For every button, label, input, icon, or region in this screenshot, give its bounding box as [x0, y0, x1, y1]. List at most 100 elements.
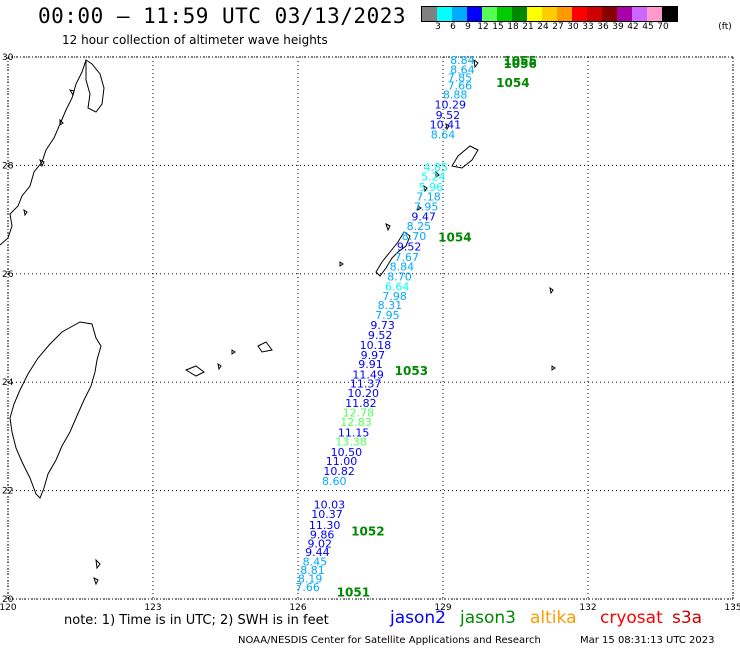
legend-swatch: [587, 7, 602, 21]
time-label: 1052: [351, 525, 384, 539]
legend-swatch: [602, 7, 617, 21]
note-text: note: 1) Time is in UTC; 2) SWH is in fe…: [64, 613, 329, 628]
swh-value: 11.00: [326, 455, 358, 468]
satellite-label-s3a: s3a: [672, 608, 703, 628]
swh-value: 9.02: [308, 538, 333, 551]
legend-swatch: [437, 7, 452, 21]
swh-value: 9.52: [436, 109, 461, 122]
x-tick-label: 135: [724, 603, 740, 613]
swh-value: 9.97: [361, 349, 386, 362]
legend-label: 36: [597, 22, 609, 32]
swh-value: 8.64: [431, 128, 456, 141]
swh-value: 7.67: [395, 251, 420, 264]
legend-label: 21: [522, 22, 534, 32]
time-label: 1051: [337, 585, 370, 599]
swh-value: 5.96: [419, 181, 444, 194]
legend-swatch: [647, 7, 662, 21]
swh-value: 8.84: [390, 261, 415, 274]
time-label: 1054: [438, 230, 471, 244]
swh-points: 7.668.198.818.459.449.029.8611.3010.3710…: [295, 54, 474, 594]
swh-value: 9.86: [310, 528, 335, 541]
swh-value: 10.20: [348, 387, 380, 400]
swh-value: 4.85: [424, 161, 449, 174]
y-tick-label: 30: [2, 53, 14, 63]
map-subtitle: 12 hour collection of altimeter wave hei…: [62, 33, 328, 47]
legend-swatch: [617, 7, 632, 21]
swh-value: 12.83: [340, 416, 372, 429]
legend-swatch: [662, 7, 677, 21]
swh-value: 10.82: [323, 465, 355, 478]
y-tick-label: 26: [2, 270, 14, 280]
legend-swatch: [542, 7, 557, 21]
credit-text: NOAA/NESDIS Center for Satellite Applica…: [238, 635, 541, 646]
swh-value: 7.95: [375, 309, 400, 322]
legend-label: 24: [537, 22, 549, 32]
x-tick-label: 129: [434, 603, 451, 613]
legend-label: 27: [552, 22, 564, 32]
swh-value: 10.41: [430, 119, 462, 132]
island-small: [339, 205, 422, 267]
map-title: 00:00 – 11:59 UTC 03/13/2023: [38, 4, 407, 28]
legend-label: 18: [507, 22, 519, 32]
island-small-3: [93, 349, 236, 586]
time-label: 1053: [395, 364, 428, 378]
legend-label: 42: [627, 22, 639, 32]
swh-value: 8.45: [303, 555, 328, 568]
legend-label: 3: [435, 22, 441, 32]
swh-value: 8.64: [450, 63, 475, 76]
swh-value: 6.64: [385, 281, 410, 294]
swh-value: 9.52: [368, 329, 393, 342]
map-frame: [7, 56, 734, 600]
swh-value: 9.47: [411, 211, 436, 224]
x-tick-label: 126: [289, 603, 306, 613]
legend-label: 15: [492, 22, 504, 32]
swh-value: 11.15: [338, 426, 370, 439]
swh-value: 8.84: [450, 54, 475, 67]
satellite-label-cryosat: cryosat: [600, 608, 663, 628]
y-tick-label: 20: [2, 595, 14, 605]
x-tick-label: 123: [144, 603, 161, 613]
legend-label: 45: [642, 22, 654, 32]
amami-outline: [451, 145, 479, 169]
swh-value: 8.60: [322, 475, 347, 488]
swh-value: 13.38: [335, 436, 367, 449]
axis-ticks: 120 123 126 129 132 135 30 28 26 24 22 20: [0, 53, 740, 613]
swh-value: 9.44: [305, 546, 330, 559]
legend-swatch: [482, 7, 497, 21]
legend-label: 33: [582, 22, 594, 32]
swh-value: 5.24: [421, 171, 446, 184]
legend-swatch: [527, 7, 542, 21]
legend-swatch: [452, 7, 467, 21]
china-coast-islands: [23, 89, 75, 217]
swh-value: 10.18: [360, 339, 392, 352]
y-tick-label: 28: [2, 161, 14, 171]
timestamp-text: Mar 15 08:31:13 UTC 2023: [580, 635, 715, 646]
swh-value: 8.31: [378, 299, 403, 312]
swh-value: 11.82: [345, 397, 377, 410]
legend-label: 39: [612, 22, 624, 32]
legend-swatch: [572, 7, 587, 21]
swh-value: 10.50: [331, 446, 363, 459]
time-label: 1055: [503, 54, 536, 68]
okinawa-outline: [375, 231, 411, 277]
swh-value: 8.19: [298, 573, 323, 586]
satellite-label-jason3: jason3: [460, 608, 516, 628]
legend-swatch: [497, 7, 512, 21]
swh-value: 11.37: [350, 378, 382, 391]
island-small-4: [549, 286, 556, 371]
legend-swatch: [632, 7, 647, 21]
legend-label: 30: [567, 22, 579, 32]
swh-value: 8.25: [407, 220, 432, 233]
swh-value: 11.49: [352, 368, 384, 381]
legend-swatch: [512, 7, 527, 21]
swh-value: 7.18: [416, 191, 441, 204]
swh-value: 7.95: [414, 200, 439, 213]
miyako-outline: [257, 341, 273, 353]
swh-value: 9.73: [370, 319, 395, 332]
swh-value: 8.70: [387, 270, 412, 283]
swh-value: 12.78: [343, 406, 375, 419]
island-small-2: [423, 58, 479, 193]
satellite-label-altika: altika: [530, 608, 577, 628]
